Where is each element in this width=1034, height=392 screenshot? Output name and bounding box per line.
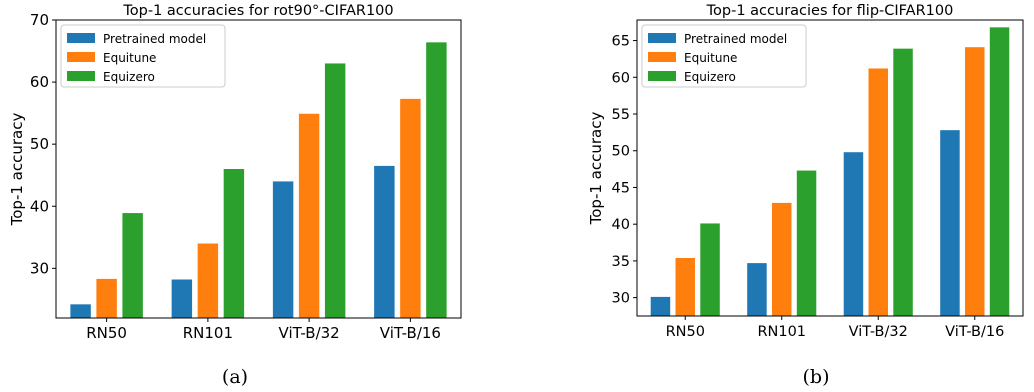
y-tick-label: 45 — [612, 180, 630, 196]
y-tick-label: 30 — [30, 259, 49, 277]
legend-swatch — [67, 71, 95, 81]
bar-rn101-equizero — [223, 169, 245, 318]
bar-vit-b-32-pretrained-model — [272, 181, 294, 318]
x-tick-label: RN101 — [757, 324, 806, 340]
legend-label: Pretrained model — [103, 32, 206, 46]
bar-rn50-pretrained-model — [650, 296, 671, 316]
chart-title: Top-1 accuracies for flip-CIFAR100 — [706, 3, 954, 19]
bar-rn50-pretrained-model — [70, 304, 91, 318]
y-tick-label: 60 — [612, 70, 630, 86]
bar-rn50-equitune — [96, 278, 117, 318]
y-tick-label: 60 — [30, 73, 49, 91]
bar-vit-b-32-equitune — [868, 68, 888, 316]
x-tick-label: ViT-B/32 — [849, 324, 908, 340]
y-tick-label: 40 — [30, 197, 49, 215]
bar-vit-b-32-equitune — [298, 113, 320, 318]
legend-box — [60, 24, 226, 88]
x-tick-label: ViT-B/32 — [279, 324, 340, 342]
figure-caption: (b) — [803, 366, 830, 388]
y-axis-label: Top-1 accuracy — [8, 113, 26, 227]
bar-vit-b-16-pretrained-model — [940, 130, 960, 316]
legend-swatch — [67, 33, 95, 43]
y-tick-label: 55 — [612, 107, 630, 123]
y-tick-label: 40 — [612, 217, 630, 233]
y-tick-label: 35 — [612, 254, 630, 270]
chart-title: Top-1 accuracies for rot90°-CIFAR100 — [122, 3, 393, 19]
y-tick-label: 50 — [612, 144, 630, 160]
legend-swatch — [648, 52, 676, 62]
y-tick-label: 30 — [612, 291, 630, 307]
bar-vit-b-16-pretrained-model — [374, 165, 395, 318]
plot-frame — [636, 19, 1024, 317]
legend-swatch — [648, 71, 676, 81]
figure-caption: (a) — [222, 366, 248, 388]
legend-swatch — [67, 52, 95, 62]
bar-rn101-equitune — [197, 243, 219, 318]
bar-rn50-equizero — [122, 213, 143, 318]
legend-label: Pretrained model — [684, 32, 787, 46]
x-tick-label: ViT-B/16 — [380, 324, 441, 342]
bar-rn101-equitune — [772, 202, 792, 316]
legend-label: Equitune — [684, 51, 737, 65]
x-tick-label: RN50 — [666, 324, 705, 340]
chart-rot90: RN50 RN101 ViT-B/32 ViT-B/16 30 40 50 60 70 Top-1… — [8, 3, 462, 388]
x-tick-label: RN50 — [86, 324, 127, 342]
y-tick-label: 50 — [30, 135, 49, 153]
legend-label: Equitune — [103, 51, 156, 65]
bar-rn101-pretrained-model — [747, 263, 767, 316]
bar-vit-b-16-equizero — [989, 27, 1010, 317]
bar-vit-b-16-equizero — [426, 42, 447, 318]
x-tick-label: ViT-B/16 — [945, 324, 1004, 340]
bar-vit-b-32-equizero — [893, 48, 913, 317]
bar-vit-b-32-equizero — [324, 63, 346, 319]
plot-frame — [55, 19, 462, 319]
legend: Pretrained model Equitune Equizero — [641, 24, 807, 88]
bar-rn50-equitune — [675, 257, 695, 316]
bar-rn101-equizero — [796, 170, 817, 316]
bar-rn50-equizero — [700, 223, 720, 316]
bar-vit-b-16-equitune — [965, 47, 985, 317]
bar-vit-b-32-pretrained-model — [843, 152, 864, 316]
legend-label: Equizero — [103, 70, 155, 84]
y-tick-label: 70 — [30, 11, 49, 29]
legend: Pretrained model Equitune Equizero — [60, 24, 226, 88]
bar-vit-b-16-equitune — [400, 98, 421, 318]
legend-box — [641, 24, 807, 88]
chart-flip: RN50 RN101 ViT-B/32 ViT-B/16 30 35 40 45 50 55 60 6… — [587, 3, 1024, 388]
y-axis-label: Top-1 accuracy — [587, 112, 605, 226]
legend-label: Equizero — [684, 70, 736, 84]
legend-swatch — [648, 33, 676, 43]
y-tick-label: 65 — [612, 34, 630, 50]
x-tick-label: RN101 — [183, 324, 233, 342]
bar-rn101-pretrained-model — [171, 279, 193, 318]
